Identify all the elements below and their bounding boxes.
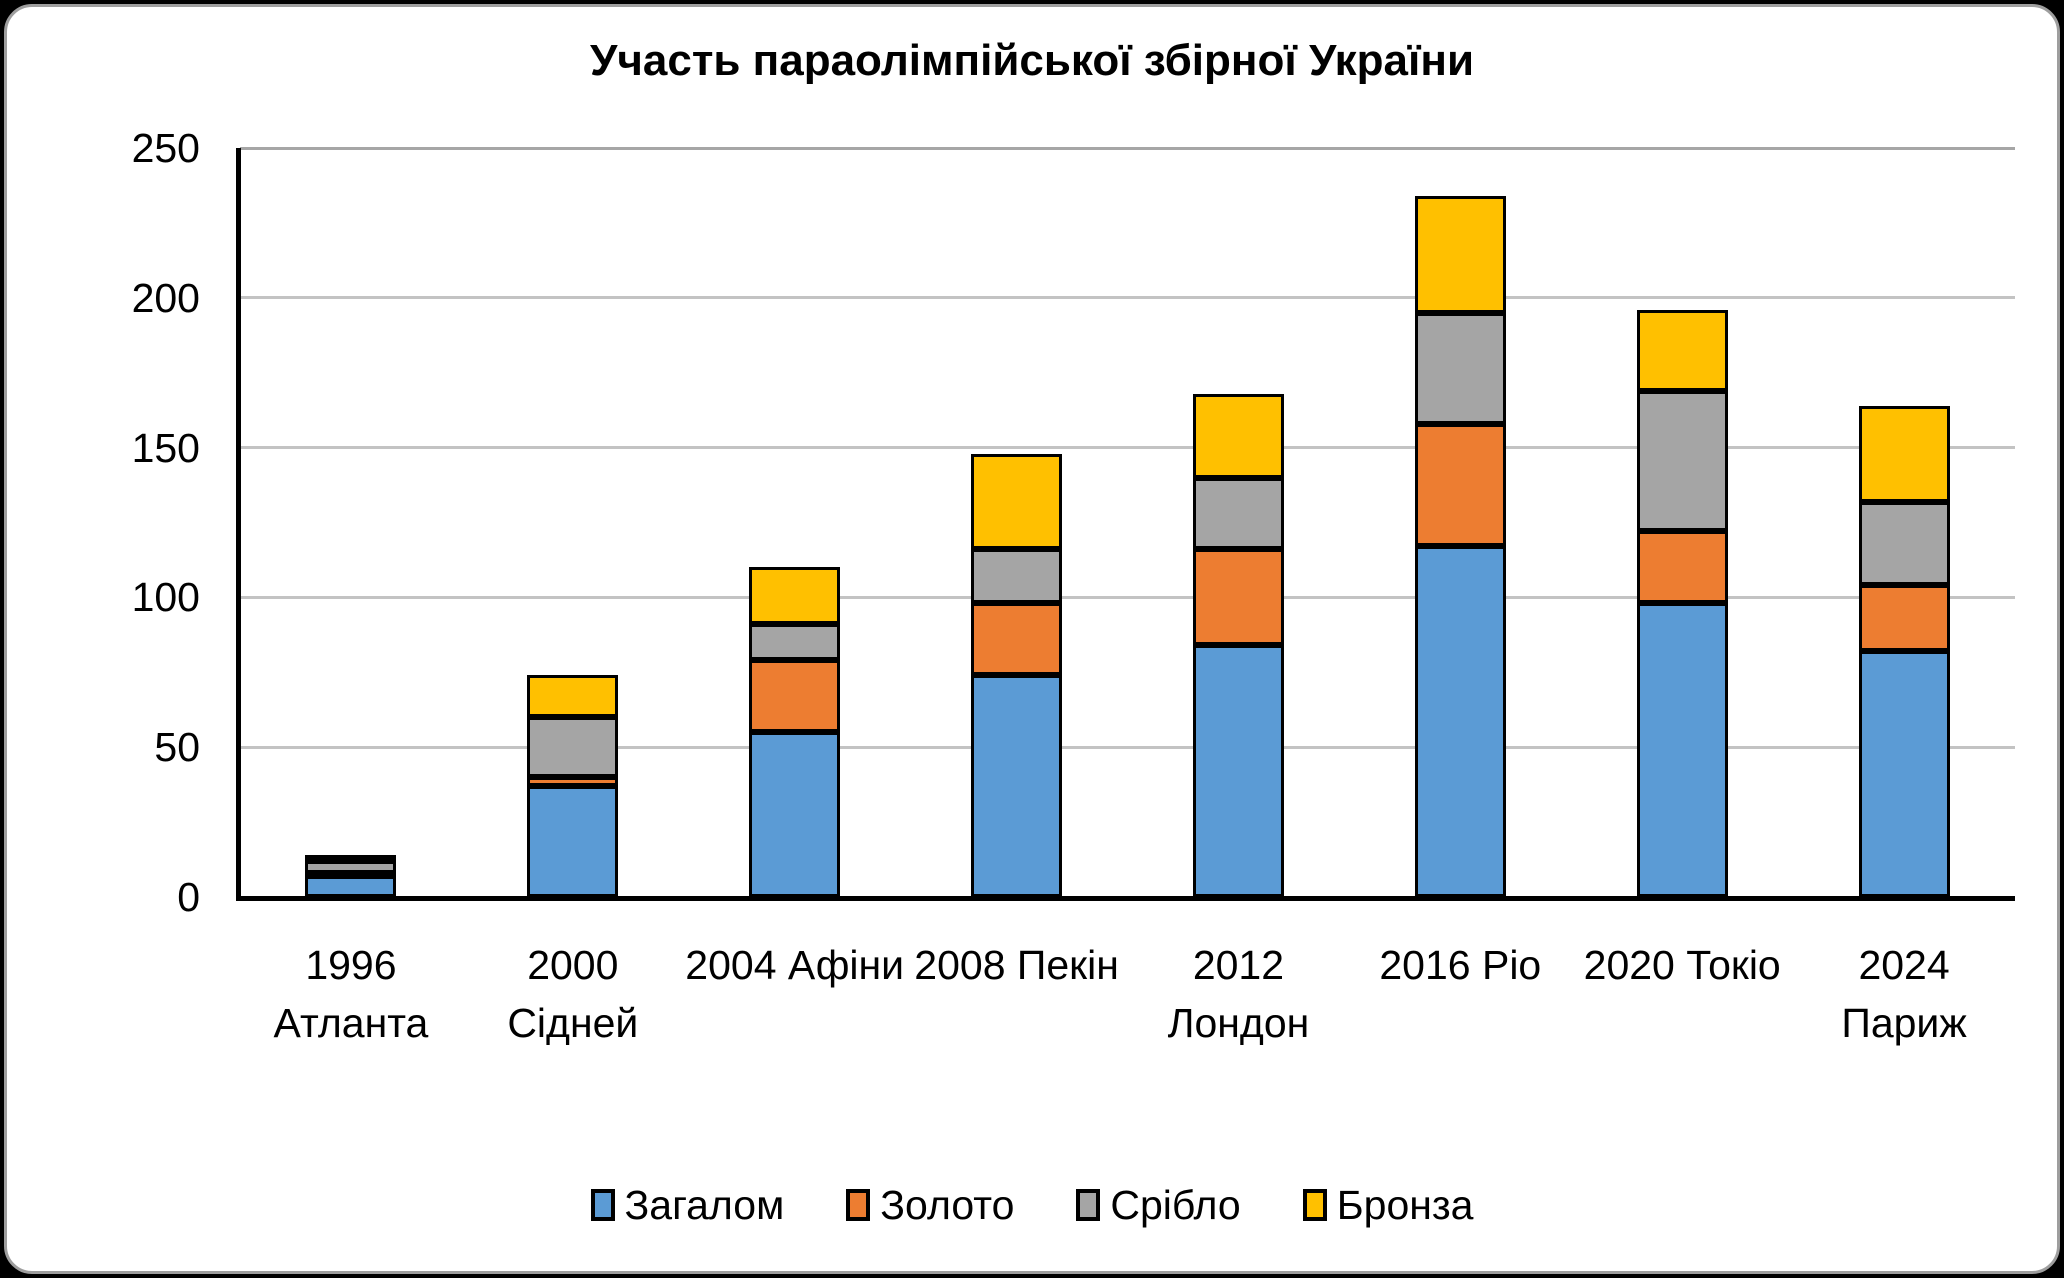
y-axis-tick-50: 50 <box>154 724 200 771</box>
bar-segment-1996-Золото <box>305 873 397 880</box>
legend-swatch-total-icon <box>590 1189 615 1221</box>
bar-segment-2008-Срібло <box>971 549 1063 604</box>
bar-segment-2024-Загалом <box>1858 651 1950 897</box>
bar-segment-2000-Золото <box>527 777 619 787</box>
x-axis-label-2020: 2020 Токіо <box>1583 942 1781 988</box>
bar-segment-2004-Срібло <box>749 624 841 661</box>
y-axis-tick-0: 0 <box>177 874 200 920</box>
x-axis-label-2000: 2000 <box>527 942 619 988</box>
bar-segment-2024-Бронза <box>1858 405 1950 502</box>
legend-item-bronze: Бронза <box>1302 1182 1474 1228</box>
x-axis-line <box>236 896 2015 901</box>
bar-segment-2020-Загалом <box>1636 603 1728 897</box>
legend-swatch-gold-icon <box>846 1189 871 1221</box>
legend-swatch-bronze-icon <box>1302 1189 1327 1221</box>
gridline-100 <box>240 595 2015 599</box>
legend-item-total: Загалом <box>590 1182 785 1228</box>
bar-segment-1996-Срібло <box>305 861 397 874</box>
y-axis-tick-200: 200 <box>131 274 200 321</box>
x-axis-label-2000-city: Сідней <box>507 1000 639 1046</box>
bar-segment-2000-Бронза <box>527 675 619 718</box>
x-axis-label-2016: 2016 Ріо <box>1379 942 1542 988</box>
bar-segment-2016-Срібло <box>1414 312 1506 424</box>
bar-segment-2016-Загалом <box>1414 546 1506 897</box>
x-axis-label-2012: 2012 <box>1192 942 1285 988</box>
bar-segment-2008-Загалом <box>971 675 1063 897</box>
gridline-50 <box>240 745 2015 749</box>
x-axis-label-2012-city: Лондон <box>1167 1000 1310 1046</box>
bar-segment-2012-Загалом <box>1192 645 1284 897</box>
x-axis-label-2024: 2024 <box>1858 942 1950 988</box>
legend-item-gold: Золото <box>846 1182 1014 1228</box>
y-axis-tick-100: 100 <box>131 574 200 621</box>
bar-segment-2012-Золото <box>1192 549 1284 646</box>
legend-label-bronze: Бронза <box>1336 1182 1474 1228</box>
bar-segment-2008-Бронза <box>971 453 1063 550</box>
legend-label-silver: Срібло <box>1110 1182 1241 1228</box>
bar-segment-2000-Срібло <box>527 717 619 778</box>
gridline-200 <box>240 296 2015 300</box>
bar-segment-2024-Срібло <box>1858 501 1950 586</box>
x-axis-label-2008: 2008 Пекін <box>914 942 1119 988</box>
bar-segment-2012-Бронза <box>1192 393 1284 478</box>
y-axis-line <box>236 148 241 901</box>
legend-label-gold: Золото <box>880 1182 1015 1228</box>
y-axis-tick-250: 250 <box>131 125 200 171</box>
bar-segment-2004-Бронза <box>749 567 841 625</box>
bar-segment-2020-Срібло <box>1636 390 1728 532</box>
bar-segment-2004-Загалом <box>749 732 841 897</box>
legend-swatch-silver-icon <box>1076 1189 1101 1221</box>
legend-label-total: Загалом <box>624 1182 785 1228</box>
bar-segment-2012-Срібло <box>1192 477 1284 550</box>
chart-title: Участь параолімпійської збірної України <box>589 36 1475 85</box>
x-axis-label-2004: 2004 Афіни <box>685 942 905 988</box>
x-axis-label-1996: 1996 <box>305 942 397 988</box>
bar-segment-1996-Бронза <box>305 855 397 862</box>
legend-item-silver: Срібло <box>1076 1182 1241 1228</box>
bar-segment-2016-Золото <box>1414 423 1506 547</box>
bar-segment-2000-Загалом <box>527 786 619 897</box>
bar-segment-2024-Золото <box>1858 585 1950 652</box>
bar-segment-2004-Золото <box>749 660 841 733</box>
x-axis-label-1996-city: Атланта <box>273 1000 429 1046</box>
gridline-250 <box>240 146 2015 150</box>
bar-segment-1996-Загалом <box>305 876 397 897</box>
bar-segment-2016-Бронза <box>1414 195 1506 313</box>
bar-segment-2020-Бронза <box>1636 309 1728 391</box>
chart-legend: Загалом Золото Срібло Бронза <box>0 1182 2064 1228</box>
y-axis-tick-150: 150 <box>131 424 200 471</box>
x-axis-label-2024-city: Париж <box>1841 1000 1967 1046</box>
gridline-150 <box>240 446 2015 450</box>
bar-segment-2020-Золото <box>1636 531 1728 604</box>
bar-segment-2008-Золото <box>971 603 1063 676</box>
